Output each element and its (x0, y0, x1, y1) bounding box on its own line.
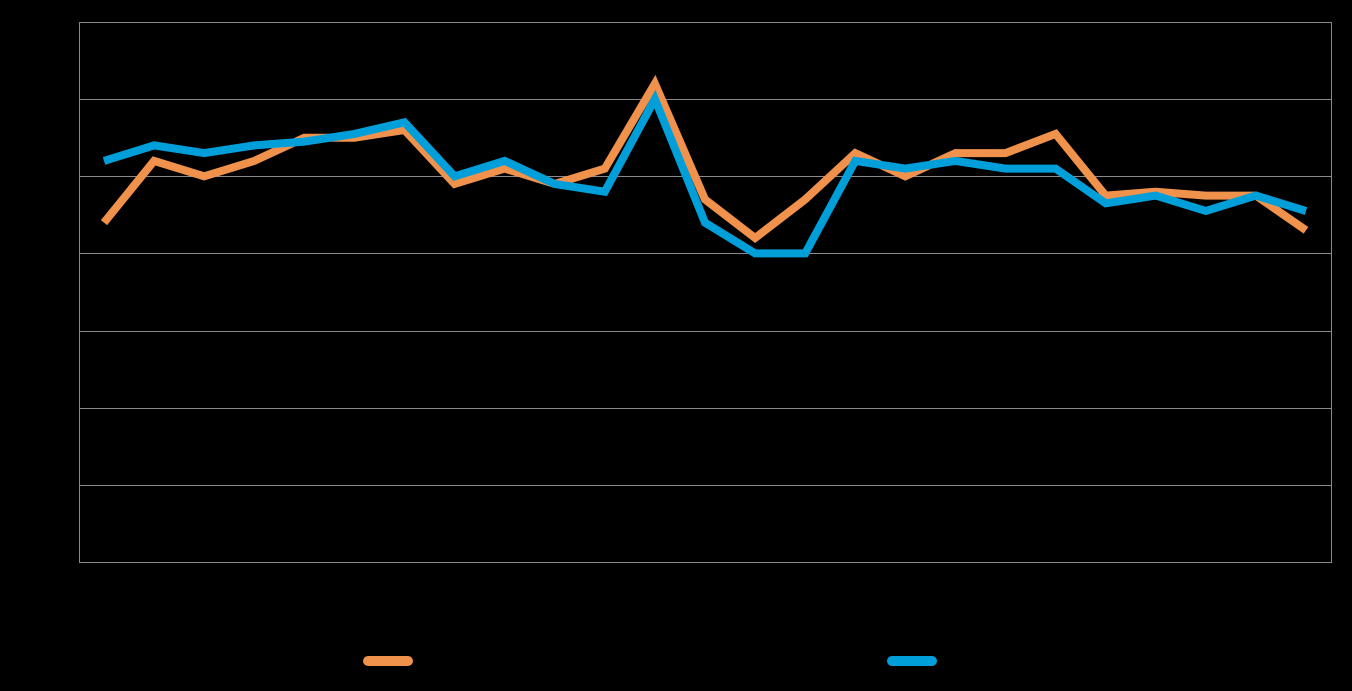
series-line-2 (102, 89, 1308, 258)
series-lines (100, 74, 1309, 258)
gridlines (80, 99, 1332, 486)
plot-area (79, 22, 1332, 563)
